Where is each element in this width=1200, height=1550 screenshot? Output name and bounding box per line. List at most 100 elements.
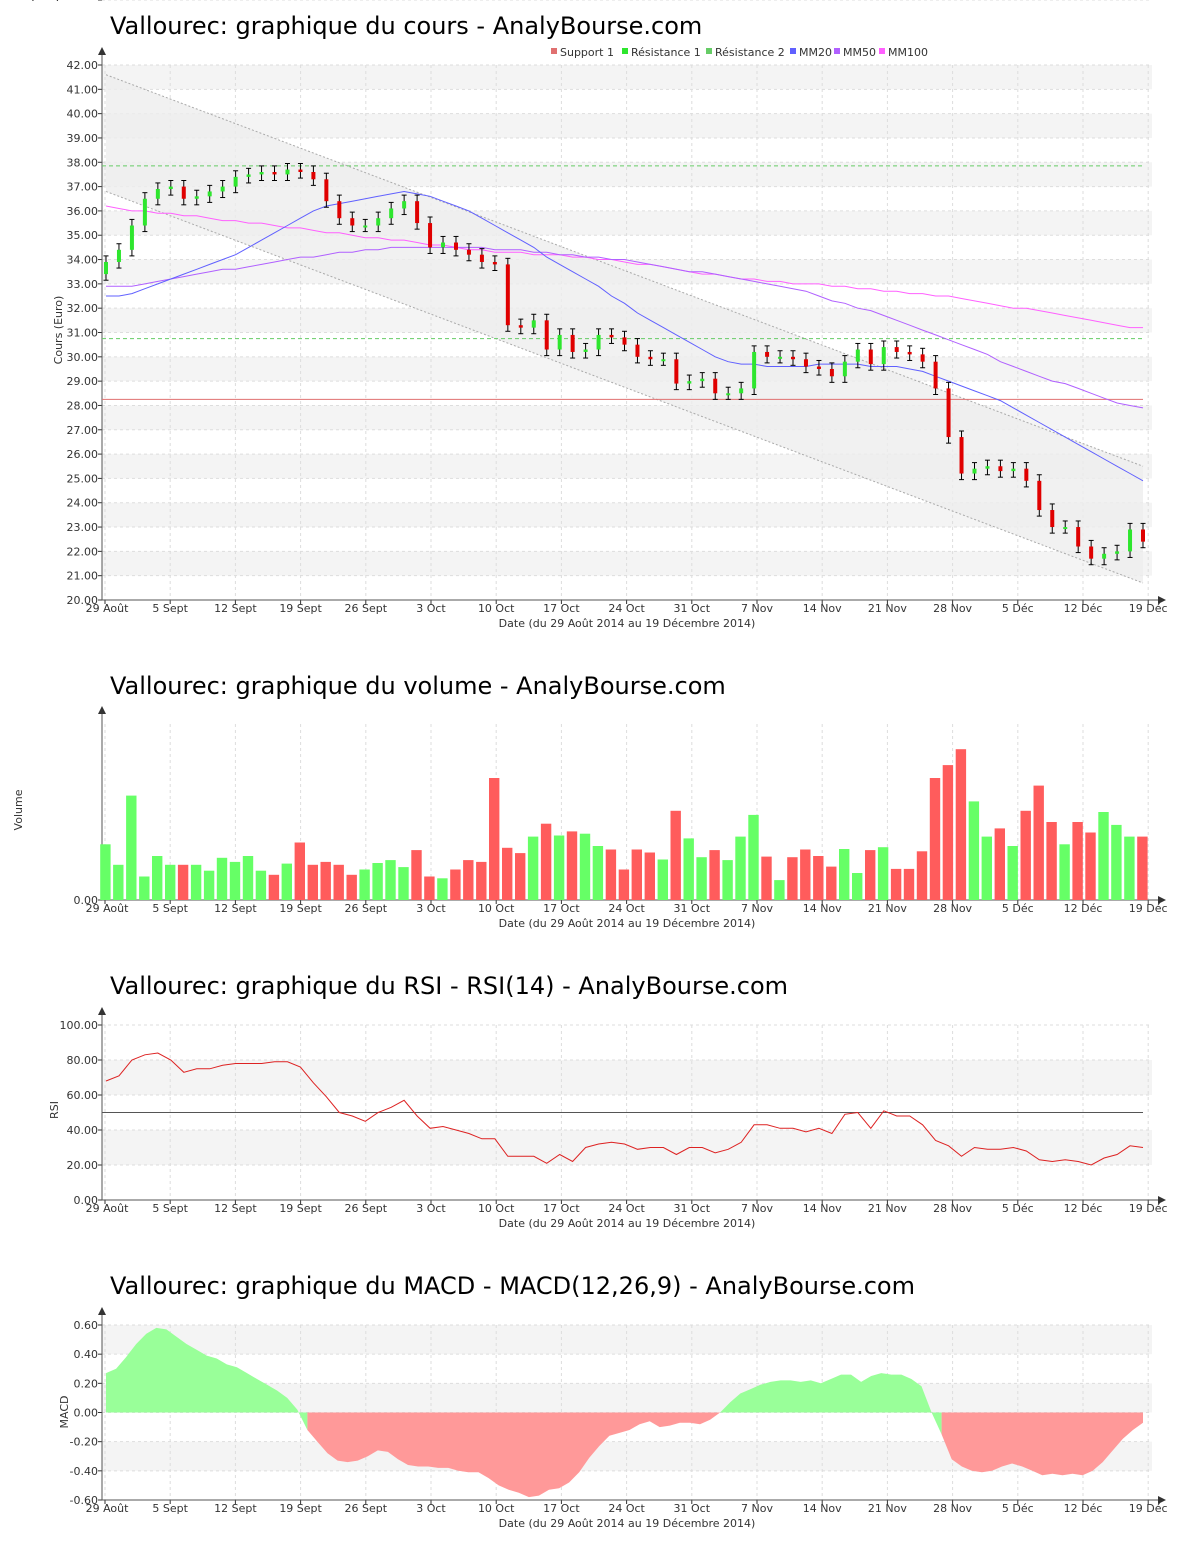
x-axis-arrow — [1158, 596, 1166, 604]
grid-band — [102, 1060, 1152, 1095]
candle-body — [389, 208, 394, 219]
volume-bar — [307, 864, 318, 900]
candle-body — [479, 254, 484, 262]
legend-swatch — [790, 48, 796, 54]
volume-bar — [450, 869, 461, 900]
x-tick-label: 21 Nov — [868, 1502, 907, 1515]
volume-chart-title: Vallourec: graphique du volume - AnalyBo… — [110, 672, 726, 700]
candle-body — [544, 320, 549, 350]
volume-bar — [683, 838, 694, 900]
legend-swatch — [551, 48, 557, 54]
candle-body — [142, 198, 147, 226]
volume-bar — [916, 851, 928, 900]
x-axis-arrow — [1158, 1196, 1166, 1204]
volume-bar — [644, 852, 655, 900]
price-x-axis-label: Date (du 29 Août 2014 au 19 Décembre 201… — [499, 617, 756, 630]
legend-item: MM50 — [843, 46, 876, 59]
volume-bar — [839, 849, 850, 900]
volume-bar — [372, 863, 383, 900]
candle-body — [272, 172, 277, 175]
y-tick-label: 38.00 — [67, 156, 99, 169]
candle-body — [726, 393, 731, 396]
volume-bar — [165, 864, 176, 900]
volume-bar — [942, 765, 954, 900]
candle-body — [816, 366, 821, 369]
candle-body — [129, 225, 134, 250]
y-tick-label: 24.00 — [67, 497, 99, 510]
volume-bar — [190, 864, 202, 900]
candle-body — [583, 349, 588, 352]
x-tick-label: 5 Déc — [1002, 902, 1034, 915]
x-tick-label: 14 Nov — [803, 602, 842, 615]
candle-body — [700, 378, 705, 382]
y-tick-label: 40.00 — [67, 1124, 99, 1137]
candle-body — [1050, 510, 1055, 528]
x-tick-label: 5 Déc — [1002, 1202, 1034, 1215]
volume-bar — [1072, 822, 1083, 900]
volume-bar — [579, 833, 591, 900]
x-tick-label: 24 Oct — [608, 602, 645, 615]
volume-bar — [865, 850, 876, 900]
volume-bar — [761, 856, 772, 900]
y-axis-arrow — [98, 1307, 106, 1315]
volume-bar — [605, 849, 617, 900]
volume-bar — [903, 868, 915, 900]
x-tick-label: 24 Oct — [608, 902, 645, 915]
y-tick-label: 25.00 — [67, 472, 99, 485]
volume-bar — [1007, 846, 1018, 900]
volume-bar — [852, 873, 863, 900]
volume-y-axis-label: Volume — [12, 789, 25, 830]
x-tick-label: 31 Oct — [674, 902, 711, 915]
x-tick-label: 19 Sept — [279, 602, 322, 615]
y-tick-label: 41.00 — [67, 83, 99, 96]
candle-body — [959, 437, 964, 474]
legend-item: MM20 — [799, 46, 832, 59]
candle-body — [881, 347, 886, 365]
x-axis-arrow — [1158, 896, 1166, 904]
y-tick-label: 21.00 — [67, 570, 99, 583]
candle-body — [1037, 480, 1042, 511]
volume-bar — [320, 861, 331, 900]
trend-channel — [106, 74, 1143, 583]
rsi-line — [105, 1052, 1144, 1166]
y-tick-label: 36.00 — [67, 205, 99, 218]
volume-bar — [670, 810, 681, 900]
candle-body — [311, 172, 316, 180]
candle-body — [1141, 529, 1145, 542]
candle-body — [894, 347, 899, 352]
candle-body — [1024, 468, 1029, 481]
x-tick-label: 5 Sept — [152, 602, 188, 615]
candle-body — [868, 349, 873, 365]
y-axis-arrow — [98, 1007, 106, 1015]
candle-body — [337, 201, 342, 219]
legend-swatch — [834, 48, 840, 54]
candle-body — [492, 261, 497, 265]
x-tick-label: 28 Nov — [933, 902, 972, 915]
volume-x-axis-label: Date (du 29 Août 2014 au 19 Décembre 201… — [499, 917, 756, 930]
y-tick-label: 22.00 — [67, 545, 99, 558]
x-tick-label: 28 Nov — [933, 1202, 972, 1215]
x-tick-label: 7 Nov — [741, 1202, 773, 1215]
y-tick-label: 0.20 — [74, 1377, 99, 1390]
volume-bar — [177, 864, 189, 900]
price-y-axis-label: Cours (Euro) — [52, 296, 65, 365]
x-tick-label: 31 Oct — [674, 1502, 711, 1515]
volume-bar — [1059, 844, 1070, 900]
x-tick-label: 10 Oct — [478, 1502, 515, 1515]
y-tick-label: 29.00 — [67, 375, 99, 388]
x-axis-arrow — [1158, 1496, 1166, 1504]
volume-bar — [489, 778, 500, 900]
y-axis-arrow — [98, 47, 106, 55]
x-tick-label: 12 Sept — [214, 902, 257, 915]
x-tick-label: 19 Sept — [279, 1502, 322, 1515]
x-tick-label: 12 Déc — [1064, 1202, 1103, 1215]
x-tick-label: 12 Déc — [1064, 602, 1103, 615]
volume-bar — [566, 831, 578, 900]
volume-bar — [152, 856, 163, 900]
x-tick-label: 5 Déc — [1002, 602, 1034, 615]
x-tick-label: 19 Déc — [1129, 1502, 1168, 1515]
x-tick-label: 26 Sept — [345, 602, 388, 615]
volume-bar — [126, 795, 137, 900]
x-tick-label: 19 Déc — [1129, 902, 1168, 915]
